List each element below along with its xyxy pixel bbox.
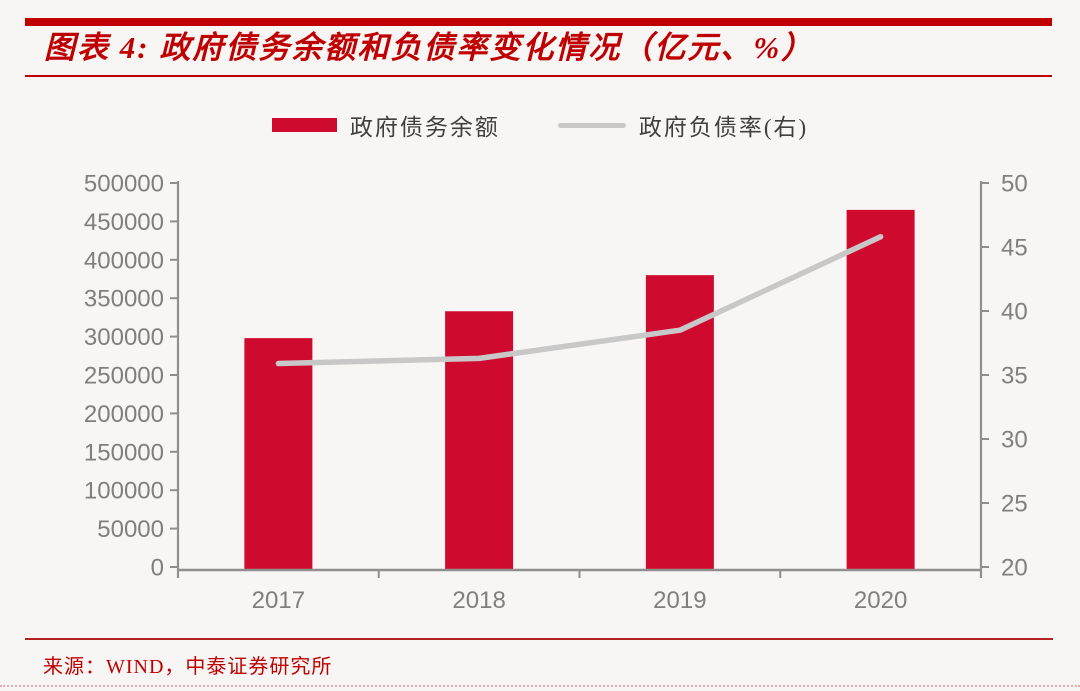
- x-axis-label-2018: 2018: [452, 587, 505, 614]
- y-left-tick-label-1: 50000: [97, 516, 164, 543]
- debt-ratio-line: [275, 234, 884, 367]
- footer-divider: [25, 638, 1053, 640]
- y-right-tick-label-0: 20: [1001, 555, 1028, 582]
- top-red-bar: [25, 18, 1052, 26]
- y-left-tick-label-9: 450000: [84, 209, 164, 236]
- title-divider: [25, 75, 1052, 77]
- y-right-tick-label-2: 30: [1001, 427, 1028, 454]
- y-left-tick-label-5: 250000: [84, 363, 164, 390]
- bar-2018: [445, 311, 514, 570]
- x-axis-label-2019: 2019: [653, 587, 706, 614]
- legend-item-debt-balance: 政府债务余额: [271, 108, 500, 142]
- legend-label-debt-balance: 政府债务余额: [349, 115, 500, 140]
- bar-2019: [645, 275, 714, 570]
- bar-2020: [846, 209, 915, 570]
- y-left-tick-label-4: 200000: [84, 401, 164, 428]
- x-axis-label-2020: 2020: [854, 587, 907, 614]
- y-right-tick-label-5: 45: [1001, 235, 1028, 262]
- y-left-tick-label-6: 300000: [84, 324, 164, 351]
- y-right-tick-label-4: 40: [1001, 299, 1028, 326]
- y-right-tick-label-6: 50: [1001, 171, 1028, 198]
- y-right-tick-label-3: 35: [1001, 363, 1028, 390]
- y-left-tick-label-2: 100000: [84, 478, 164, 505]
- figure-title: 图表 4: 政府债务余额和负债率变化情况（亿元、%）: [44, 30, 815, 65]
- y-left-tick-label-0: 0: [151, 555, 164, 582]
- legend-bar-swatch-icon: [271, 118, 337, 132]
- y-left-tick-label-10: 500000: [84, 171, 164, 198]
- legend-item-debt-ratio: 政府负债率(右): [557, 108, 809, 142]
- bottom-dotted-rule: [0, 685, 1080, 687]
- legend-line-swatch-icon: [557, 122, 626, 128]
- y-left-tick-label-8: 400000: [84, 247, 164, 274]
- bar-2017: [244, 338, 313, 570]
- y-left-tick-label-7: 350000: [84, 286, 164, 313]
- x-axis-label-2017: 2017: [252, 587, 305, 614]
- chart-legend: 政府债务余额 政府负债率(右): [0, 110, 1080, 140]
- source-note: 来源：WIND，中泰证券研究所: [43, 656, 333, 678]
- y-right-tick-label-1: 25: [1001, 491, 1028, 518]
- legend-label-debt-ratio: 政府负债率(右): [638, 115, 809, 140]
- y-left-tick-label-3: 150000: [84, 439, 164, 466]
